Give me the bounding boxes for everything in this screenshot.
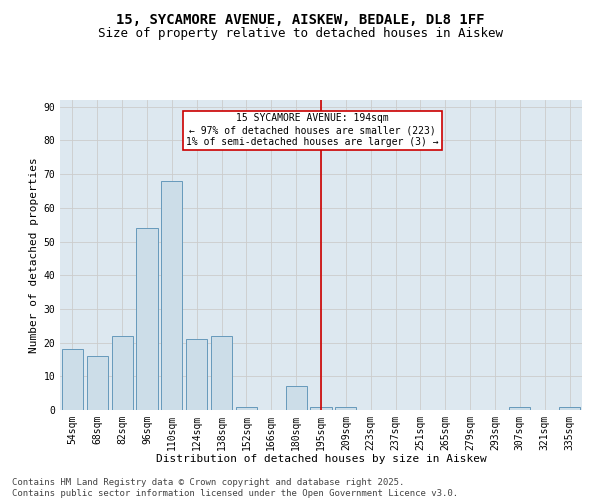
Bar <box>310 406 332 410</box>
Text: 15 SYCAMORE AVENUE: 194sqm
← 97% of detached houses are smaller (223)
1% of semi: 15 SYCAMORE AVENUE: 194sqm ← 97% of deta… <box>186 114 439 146</box>
Bar <box>559 406 580 410</box>
Bar <box>161 181 182 410</box>
Bar <box>286 386 307 410</box>
Bar <box>186 339 207 410</box>
Bar <box>509 406 530 410</box>
Text: Size of property relative to detached houses in Aiskew: Size of property relative to detached ho… <box>97 28 503 40</box>
X-axis label: Distribution of detached houses by size in Aiskew: Distribution of detached houses by size … <box>155 454 487 464</box>
Bar <box>236 406 257 410</box>
Text: 15, SYCAMORE AVENUE, AISKEW, BEDALE, DL8 1FF: 15, SYCAMORE AVENUE, AISKEW, BEDALE, DL8… <box>116 12 484 26</box>
Bar <box>136 228 158 410</box>
Text: Contains HM Land Registry data © Crown copyright and database right 2025.
Contai: Contains HM Land Registry data © Crown c… <box>12 478 458 498</box>
Bar <box>87 356 108 410</box>
Bar <box>211 336 232 410</box>
Bar <box>112 336 133 410</box>
Y-axis label: Number of detached properties: Number of detached properties <box>29 157 39 353</box>
Bar <box>62 350 83 410</box>
Bar <box>335 406 356 410</box>
